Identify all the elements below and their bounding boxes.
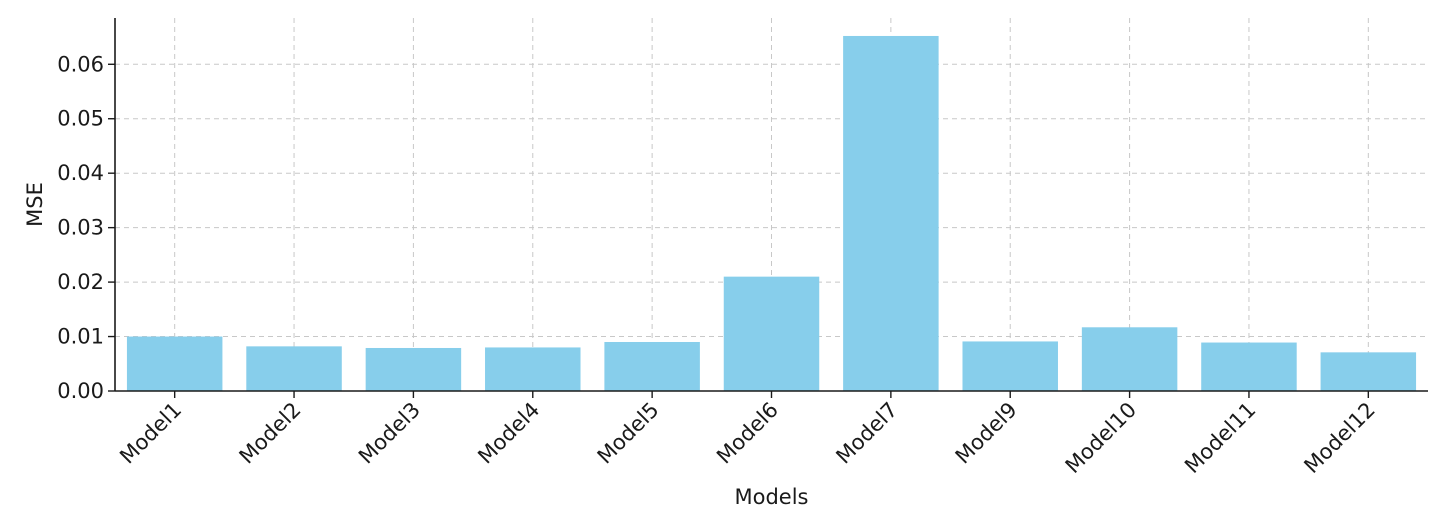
bar-model6 (723, 276, 820, 391)
x-tick-label: Model4 (473, 398, 544, 469)
y-tick-label: 0.03 (57, 216, 104, 240)
y-tick-label: 0.01 (57, 325, 104, 349)
x-tick-label: Model1 (115, 398, 186, 469)
x-tick-label: Model5 (593, 398, 664, 469)
x-tick-label: Model9 (951, 398, 1022, 469)
bar-model11 (1201, 342, 1297, 391)
x-axis-title: Models (735, 485, 809, 509)
x-tick-label: Model7 (831, 398, 902, 469)
y-tick-label: 0.04 (57, 161, 104, 185)
y-axis-title: MSE (23, 182, 47, 227)
y-tick-label: 0.00 (57, 379, 104, 403)
bar-model4 (485, 347, 581, 391)
bar-model10 (1081, 327, 1178, 391)
y-tick-label: 0.02 (57, 270, 104, 294)
bar-model1 (126, 336, 223, 391)
bar-model3 (365, 347, 462, 391)
y-tick-label: 0.06 (57, 52, 104, 76)
x-tick-label: Model10 (1061, 398, 1141, 478)
bar-model5 (604, 341, 700, 391)
bar-model2 (246, 346, 342, 391)
x-tick-label: Model3 (354, 398, 425, 469)
x-tick-label: Model11 (1180, 398, 1260, 478)
bars-layer (126, 35, 1417, 392)
y-tick-labels: 0.00 0.01 0.02 0.03 0.04 0.05 0.06 (57, 52, 115, 403)
grid-layer (115, 18, 1428, 391)
x-tick-label: Model12 (1299, 398, 1379, 478)
x-tick-label: Model6 (712, 398, 783, 469)
y-tick-label: 0.05 (57, 107, 104, 131)
bar-model9 (962, 341, 1058, 391)
bar-model12 (1320, 352, 1417, 391)
x-tick-labels: Model1 Model2 Model3 Model4 Model5 Model6 Mode… (115, 391, 1380, 478)
bar-model7 (843, 35, 939, 392)
x-tick-label: Model2 (235, 398, 306, 469)
